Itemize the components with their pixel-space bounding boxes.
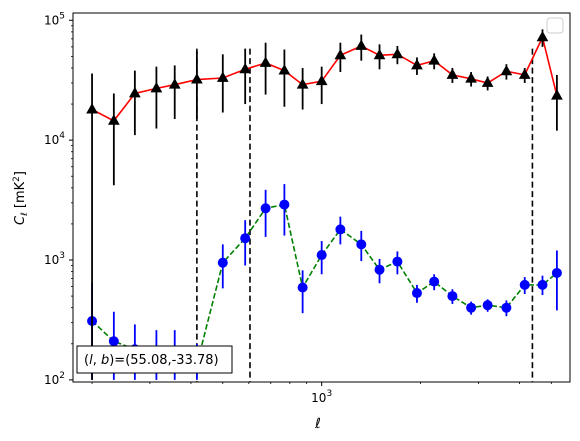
- series-0-point-22: [518, 68, 531, 79]
- series-0-point-5: [191, 73, 203, 84]
- series-1-point-9: [279, 199, 290, 210]
- series-1-point-12: [335, 224, 346, 235]
- series-0-point-16: [411, 58, 423, 70]
- series-0-point-6: [216, 71, 229, 82]
- series-0-point-7: [239, 62, 252, 74]
- series-1-point-18: [447, 291, 458, 302]
- series-0-point-24: [551, 89, 563, 100]
- series-0-point-23: [536, 30, 549, 42]
- coordinate-annotation: (l, b)=(55.08,-33.78): [76, 345, 233, 374]
- axes: 102 103 104 105 103: [44, 11, 552, 405]
- series-1-point-7: [240, 233, 251, 244]
- series-0-point-3: [150, 81, 163, 93]
- series-1-point-15: [392, 256, 403, 267]
- series-0-point-12: [334, 48, 347, 60]
- series-1-point-22: [519, 279, 530, 290]
- series-0-point-9: [278, 64, 291, 75]
- series-1-point-1: [108, 336, 119, 347]
- y-tick-label-3: 105: [44, 11, 65, 27]
- x-axis-label: ℓ: [314, 416, 321, 432]
- series-1-point-16: [411, 288, 422, 299]
- series-0-point-15: [391, 47, 404, 59]
- series-0-point-4: [168, 78, 181, 89]
- series-0-point-18: [446, 68, 459, 79]
- series-0-point-20: [481, 76, 494, 87]
- series-1-point-17: [429, 276, 440, 287]
- series-0: [86, 29, 563, 380]
- series-1-point-21: [501, 302, 512, 313]
- series-1-point-10: [297, 282, 308, 293]
- series-0-point-10: [296, 78, 309, 89]
- series-0-point-21: [500, 64, 513, 76]
- vertical-markers: [196, 48, 534, 382]
- series-1-point-20: [482, 300, 493, 311]
- series-1-point-19: [466, 302, 477, 313]
- series-0-point-0: [86, 103, 98, 114]
- legend: [546, 17, 564, 34]
- series-0-point-11: [315, 74, 328, 86]
- series-1-point-8: [260, 203, 271, 214]
- y-tick-label-1: 103: [44, 251, 65, 267]
- series-1-point-11: [316, 250, 327, 261]
- series-0-point-1: [107, 114, 120, 125]
- series-1-point-14: [374, 264, 385, 275]
- series-0-point-17: [428, 54, 441, 65]
- series-0-point-19: [465, 72, 477, 83]
- series-1-point-13: [356, 239, 367, 250]
- x-tick-label-0: 103: [311, 389, 332, 405]
- y-tick-label-2: 104: [44, 131, 65, 147]
- y-tick-label-0: 102: [44, 371, 65, 387]
- series-0-point-13: [355, 39, 368, 50]
- annotation-text: (l, b)=(55.08,-33.78): [84, 353, 219, 368]
- series-1-point-6: [217, 257, 228, 268]
- annotation-box: [76, 345, 233, 374]
- series-0-point-14: [373, 48, 386, 60]
- series-0-point-2: [129, 86, 141, 98]
- series-0-point-8: [259, 56, 272, 67]
- y-axis-label: Cℓ [mK2]: [12, 171, 30, 225]
- legend-box: [546, 17, 564, 34]
- series-1-point-24: [551, 267, 562, 278]
- series-1-point-23: [537, 279, 548, 290]
